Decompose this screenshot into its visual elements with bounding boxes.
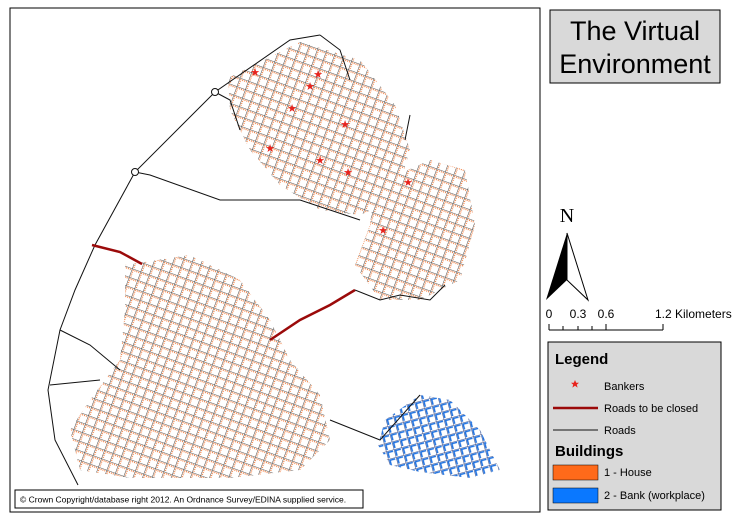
road (354, 284, 446, 301)
svg-text:★: ★ (287, 103, 297, 115)
legend-label: 1 - House (604, 467, 652, 479)
svg-text:★: ★ (315, 155, 325, 167)
legend-label: 2 - Bank (workplace) (604, 490, 705, 502)
copyright: © Crown Copyright/database right 2012. A… (20, 495, 346, 505)
bankers: ★ ★ ★★ ★★ ★★ ★★ (250, 67, 413, 237)
legend-label: Roads (604, 425, 636, 437)
road (214, 91, 241, 131)
scale-bar (548, 324, 664, 331)
legend-swatch (552, 487, 599, 504)
north-arrow (566, 232, 590, 302)
roundabout (131, 168, 139, 176)
road (329, 114, 421, 441)
north-arrow (546, 233, 567, 300)
title-line: The Virtual (570, 16, 700, 46)
housing-area (355, 160, 475, 300)
svg-text:★: ★ (305, 81, 315, 93)
road (47, 34, 321, 486)
north-label: N (560, 205, 574, 227)
legend-star (571, 380, 579, 388)
legend-swatch (552, 464, 599, 481)
buildings-title: Buildings (555, 443, 623, 460)
building-items: 1 - House 2 - Bank (workplace) (552, 464, 705, 504)
scale-label: 0.6 (598, 307, 615, 321)
road (319, 34, 351, 81)
svg-text:★: ★ (313, 69, 323, 81)
bank-area (378, 395, 500, 478)
housing-area (70, 255, 330, 478)
closed-road (91, 243, 356, 342)
scale-label: 0 (546, 307, 553, 321)
svg-text:★: ★ (403, 177, 413, 189)
road (49, 329, 121, 386)
road (134, 171, 361, 221)
legend-label: Bankers (604, 381, 645, 393)
scale-label: 0.3 (570, 307, 587, 321)
copyright-box (14, 489, 364, 509)
housing-area (228, 42, 410, 215)
svg-text:★: ★ (343, 167, 353, 179)
title-line: Environment (559, 49, 711, 79)
title-box (549, 9, 721, 84)
svg-text:★: ★ (265, 143, 275, 155)
svg-text:★: ★ (378, 225, 388, 237)
scale-label: 1.2 Kilometers (655, 307, 732, 321)
legend-items: Bankers Roads to be closed Roads (553, 380, 698, 437)
legend-label: Roads to be closed (604, 403, 698, 415)
legend-title: Legend (555, 351, 608, 368)
svg-text:★: ★ (340, 119, 350, 131)
svg-text:★: ★ (250, 67, 260, 79)
map: ★ ★ ★★ ★★ ★★ ★★ (47, 34, 500, 486)
roundabout (211, 88, 219, 96)
legend-box (547, 341, 722, 511)
